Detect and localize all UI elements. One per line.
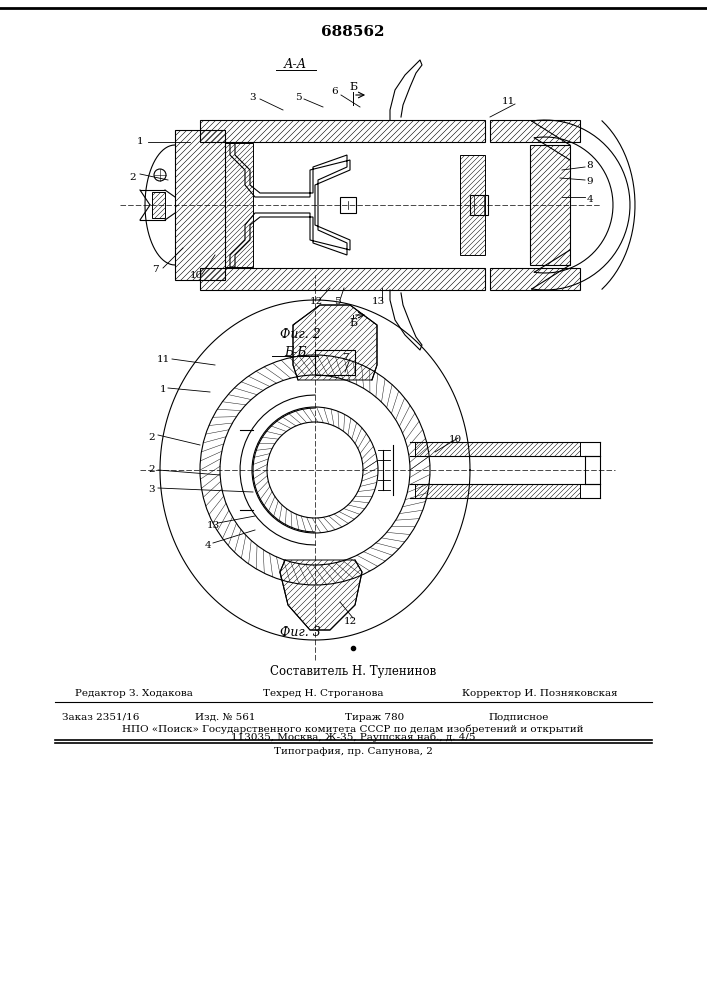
Text: 5: 5 <box>295 93 301 102</box>
Text: 10: 10 <box>448 436 462 444</box>
Text: Типография, пр. Сапунова, 2: Типография, пр. Сапунова, 2 <box>274 748 433 756</box>
Bar <box>415 484 580 498</box>
Text: 7: 7 <box>341 353 349 361</box>
Text: НПО «Поиск» Государственного комитета СССР по делам изобретений и открытий: НПО «Поиск» Государственного комитета СС… <box>122 724 584 734</box>
Text: Корректор И. Позняковская: Корректор И. Позняковская <box>462 688 618 698</box>
Text: 11: 11 <box>156 355 170 363</box>
Bar <box>315 350 355 375</box>
Text: 12: 12 <box>344 617 356 626</box>
Bar <box>460 155 485 255</box>
Text: 10: 10 <box>189 271 203 280</box>
Text: Б: Б <box>349 82 357 92</box>
Text: 4: 4 <box>587 196 593 205</box>
Text: Фиг. 2: Фиг. 2 <box>280 328 320 342</box>
Text: 13: 13 <box>371 298 385 306</box>
Text: 12: 12 <box>310 298 322 306</box>
Bar <box>340 197 356 213</box>
Text: 3: 3 <box>148 486 156 494</box>
Bar <box>200 120 485 142</box>
Bar <box>225 143 253 267</box>
Text: Фиг. 3: Фиг. 3 <box>280 626 320 640</box>
Text: 2: 2 <box>129 174 136 182</box>
Text: Изд. № 561: Изд. № 561 <box>195 712 255 722</box>
Text: 2: 2 <box>148 466 156 475</box>
Bar <box>470 195 488 215</box>
Text: Б: Б <box>349 318 357 328</box>
Text: 3: 3 <box>250 93 257 102</box>
Bar <box>415 442 580 456</box>
Text: 4: 4 <box>205 540 211 550</box>
Text: 7: 7 <box>152 265 158 274</box>
Bar <box>175 130 225 280</box>
Text: Б-Б: Б-Б <box>284 346 306 359</box>
Text: Тираж 780: Тираж 780 <box>345 712 404 722</box>
Text: 1: 1 <box>136 137 144 146</box>
Text: 9: 9 <box>587 178 593 186</box>
Text: 11: 11 <box>501 98 515 106</box>
Text: 5: 5 <box>334 298 340 306</box>
Text: Редактор З. Ходакова: Редактор З. Ходакова <box>75 688 193 698</box>
Text: А-А: А-А <box>284 58 307 72</box>
Text: Составитель Н. Туленинов: Составитель Н. Туленинов <box>270 666 436 678</box>
Text: 6: 6 <box>332 88 339 97</box>
Text: 13: 13 <box>206 520 220 530</box>
Bar <box>152 192 165 218</box>
Text: 2: 2 <box>148 432 156 442</box>
Text: 8: 8 <box>587 160 593 169</box>
Text: 688562: 688562 <box>321 25 385 39</box>
Text: Подписное: Подписное <box>488 712 549 722</box>
Bar <box>490 268 580 290</box>
Bar <box>200 268 485 290</box>
Text: 113035, Москва, Ж-35, Раушская наб., д. 4/5: 113035, Москва, Ж-35, Раушская наб., д. … <box>230 732 475 742</box>
Text: Техред Н. Строганова: Техред Н. Строганова <box>263 688 383 698</box>
Bar <box>490 120 580 142</box>
Bar <box>530 145 570 265</box>
Text: Заказ 2351/16: Заказ 2351/16 <box>62 712 139 722</box>
Text: 1: 1 <box>160 385 166 394</box>
